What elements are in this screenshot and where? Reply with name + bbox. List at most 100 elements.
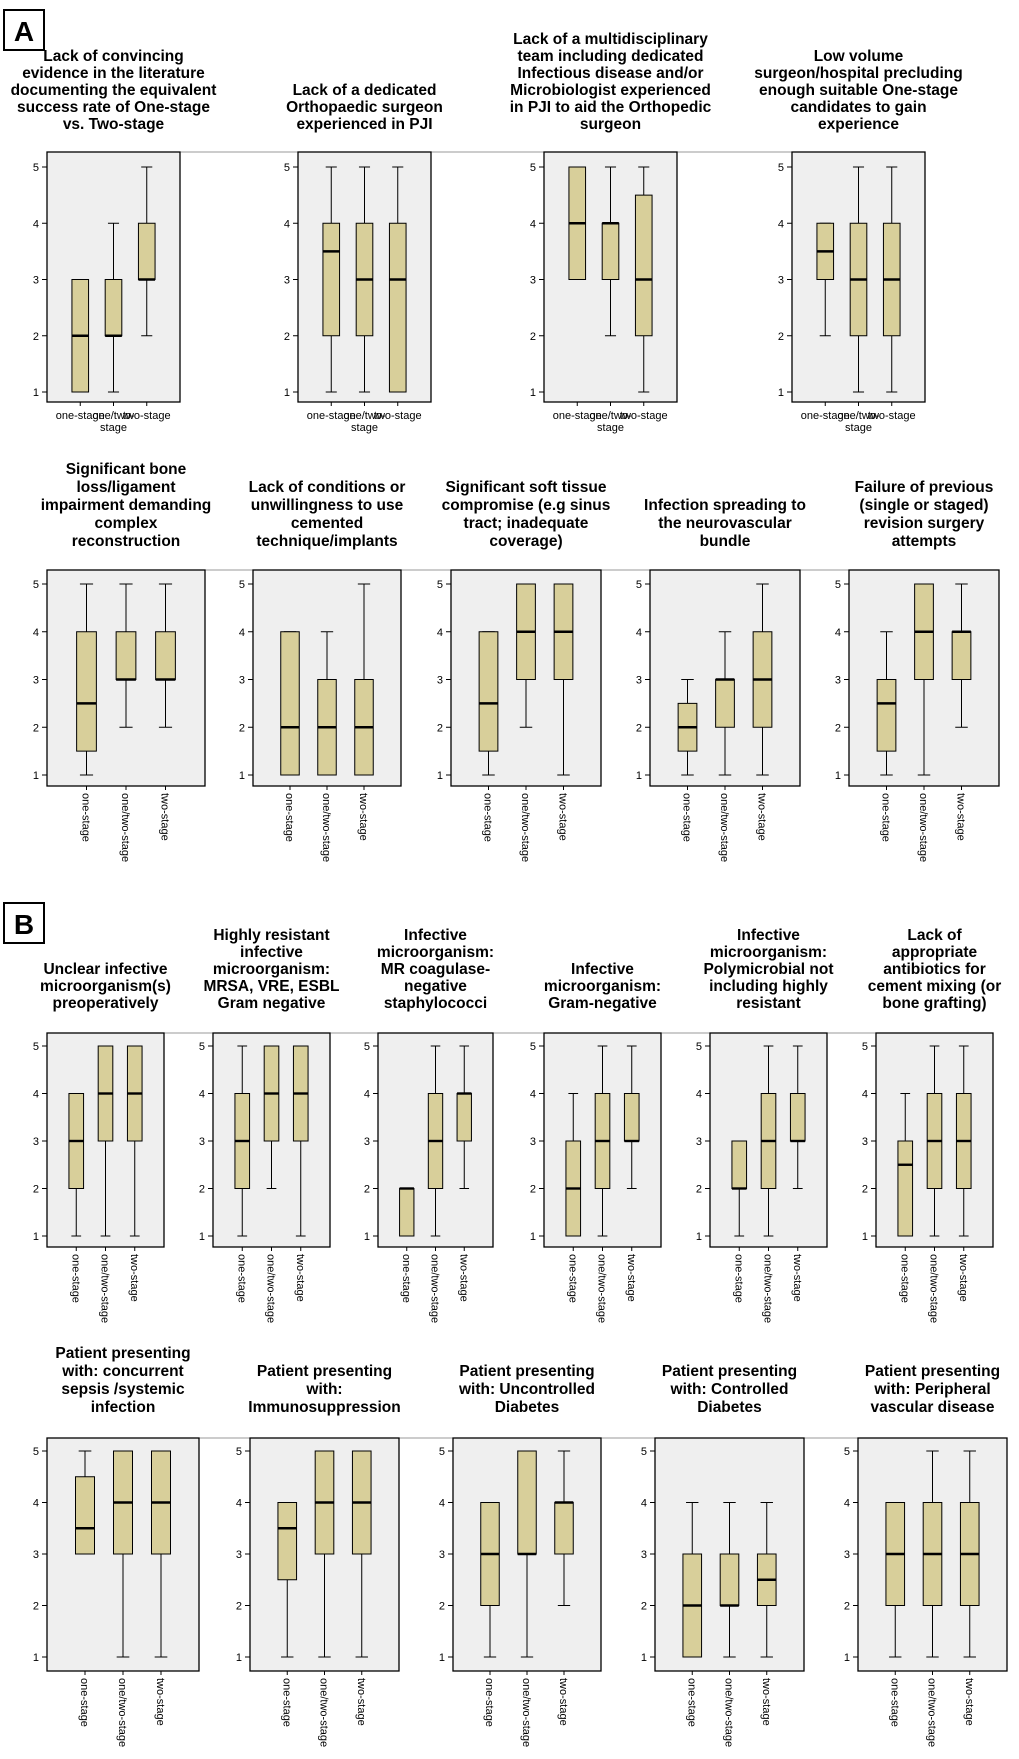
box-one-stage: one-stage — [399, 1187, 415, 1303]
iqr-box — [155, 631, 176, 680]
boxplot-chart: Infective microorganism: Polymicrobial not… — [696, 927, 834, 1323]
box-one/two-stage: one/two-stage — [760, 1045, 777, 1323]
panel-label-b: B — [3, 902, 45, 944]
chart-title: Failure of previous (single or staged) rev… — [855, 479, 994, 550]
chart-title-line: success rate of One-stage — [17, 99, 210, 116]
iqr-box — [517, 1450, 537, 1555]
box-two-stage: two-stage — [951, 583, 972, 841]
box-two-stage: two-stage — [351, 1450, 372, 1726]
box-one/two-stage: one/two-stage — [589, 166, 632, 434]
y-tick-label: 2 — [835, 722, 841, 734]
box-one/two-stage: one/two-stage — [263, 1045, 280, 1323]
x-tick-label-line: one/two- — [92, 410, 135, 422]
y-tick-label: 4 — [641, 1498, 647, 1510]
x-tick-label-line: two-stage — [123, 410, 171, 422]
chart-title-line: with: concurrent — [61, 1363, 183, 1380]
chart-title-line: reconstruction — [72, 533, 181, 550]
chart-title-line: Low volume — [814, 48, 904, 65]
boxplot-chart: Low volume surgeon/hospital precluding eno… — [754, 48, 962, 434]
x-tick-label: one-stage — [566, 1254, 578, 1303]
chart-title-line: impairment demanding — [41, 497, 212, 514]
y-tick-label: 5 — [33, 579, 39, 591]
x-tick-label: two-stage — [620, 410, 668, 422]
chart-title-line: Infective — [737, 927, 800, 944]
iqr-box — [115, 631, 137, 680]
y-tick-label: 1 — [284, 387, 290, 399]
iqr-box — [951, 631, 972, 680]
y-tick-label: 5 — [236, 1446, 242, 1458]
chart-title-line: in PJI to aid the Orthopedic — [510, 99, 712, 116]
box-two-stage: two-stage — [374, 166, 422, 422]
y-tick-label: 3 — [778, 275, 784, 287]
x-tick-label: one-stage — [483, 1678, 495, 1727]
y-tick-label: 5 — [696, 1041, 702, 1053]
chart-title-line: unwillingness to use — [251, 497, 404, 514]
y-tick-label: 3 — [835, 675, 841, 687]
chart-title-line: Patient presenting — [865, 1363, 1000, 1380]
chart-title-line: MRSA, VRE, ESBL — [203, 978, 339, 995]
iqr-box — [104, 279, 123, 337]
x-tick-label: two-stage — [756, 793, 768, 841]
y-tick-label: 3 — [33, 1549, 39, 1561]
box-one-stage: one-stage — [478, 631, 499, 842]
chart-title: Lack of conditions or unwillingness to us… — [249, 479, 406, 550]
box-one/two-stage: one/two-stage — [914, 583, 934, 862]
chart-title-line: staphylococci — [384, 995, 487, 1012]
x-tick-label-line: one-stage — [553, 410, 602, 422]
y-tick-label: 2 — [33, 722, 39, 734]
box-two-stage: two-stage — [126, 1045, 143, 1302]
chart-title-line: microorganism: — [710, 944, 827, 961]
chart-title-line: attempts — [892, 533, 957, 550]
y-tick-label: 1 — [530, 387, 536, 399]
iqr-box — [478, 631, 499, 752]
y-tick-label: 5 — [437, 579, 443, 591]
chart-title: Lack of convincing evidence in the litera… — [11, 48, 217, 133]
y-tick-label: 3 — [844, 1549, 850, 1561]
y-tick-label: 2 — [530, 331, 536, 343]
y-tick-label: 4 — [844, 1498, 850, 1510]
y-tick-label: 3 — [439, 1549, 445, 1561]
box-one-stage: one-stage — [307, 166, 356, 422]
chart-title: Lack of a dedicated Orthopaedic surgeon ex… — [286, 82, 443, 133]
chart-title-line: Polymicrobial not — [703, 961, 833, 978]
boxplot-chart: Lack of convincing evidence in the litera… — [11, 48, 217, 434]
box-two-stage: two-stage — [959, 1450, 980, 1726]
y-tick-label: 3 — [33, 275, 39, 287]
chart-title-line: cemented — [291, 515, 363, 532]
chart-title-line: Infection spreading to — [644, 497, 806, 514]
box-one-stage: one-stage — [876, 631, 897, 842]
y-tick-label: 4 — [439, 1498, 445, 1510]
y-tick-label: 5 — [364, 1041, 370, 1053]
chart-title-line: appropriate — [892, 944, 978, 961]
x-tick-label: one-stage — [801, 410, 850, 422]
y-tick-label: 4 — [778, 218, 784, 230]
x-tick-label-line: stage — [100, 422, 127, 434]
y-tick-label: 2 — [239, 722, 245, 734]
x-tick-label: one-stage — [307, 410, 356, 422]
boxplot-chart: Lack of a multidisciplinary team includin… — [510, 31, 712, 434]
y-tick-label: 3 — [33, 1136, 39, 1148]
chart-title-line: (single or staged) — [859, 497, 988, 514]
y-tick-label: 3 — [437, 675, 443, 687]
y-tick-label: 3 — [530, 275, 536, 287]
iqr-box — [456, 1093, 472, 1142]
x-tick-label: one-stage — [732, 1254, 744, 1303]
box-two-stage: two-stage — [955, 1045, 972, 1302]
y-tick-label: 3 — [364, 1136, 370, 1148]
x-tick-label: one/two-stage — [926, 1678, 938, 1747]
y-tick-label: 4 — [530, 218, 536, 230]
chart-title-line: Highly resistant — [213, 927, 329, 944]
iqr-box — [715, 679, 735, 728]
y-tick-label: 1 — [199, 1231, 205, 1243]
y-tick-label: 4 — [636, 627, 642, 639]
chart-title: Lack of appropriate antibiotics for cement … — [868, 927, 1002, 1012]
x-tick-label: one-stage — [553, 410, 602, 422]
boxplot-chart: Lack of a dedicated Orthopaedic surgeon ex… — [284, 82, 443, 434]
box-one-stage: one-stage — [677, 679, 698, 842]
x-tick-label: one/two-stage — [519, 793, 531, 862]
y-tick-label: 1 — [530, 1231, 536, 1243]
chart-title-line: negative — [404, 978, 467, 995]
chart-title: Unclear infective microorganism(s) preoper… — [40, 961, 171, 1012]
iqr-box — [601, 222, 620, 280]
boxplot-chart: Lack of appropriate antibiotics for cement … — [862, 927, 1001, 1323]
